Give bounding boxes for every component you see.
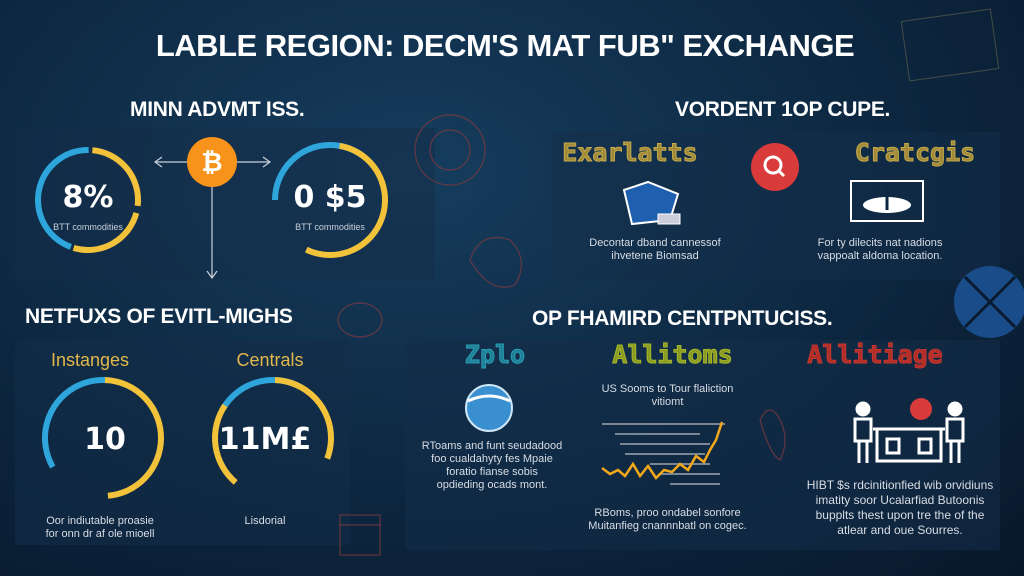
section4-col2-top: US Sooms to Tour flaliction xyxy=(601,383,734,395)
section4-col1-line: foo cualdahyty fes Mpaie xyxy=(431,453,553,465)
section3-panel xyxy=(15,340,350,545)
section4-col1-label: Zplo xyxy=(464,340,526,370)
section2-right-label: Cratcgis xyxy=(854,138,976,168)
section4-col1-line: RToams and funt seudadood xyxy=(421,440,563,452)
section1-graphics: ₿ xyxy=(35,137,388,280)
gauge-right xyxy=(212,377,334,499)
section1-heading: MINN ADVMT ISS. xyxy=(130,98,305,121)
map-document-icon xyxy=(622,180,681,226)
section4-col3-line: atlear and oue Sourres. xyxy=(837,523,963,537)
globe-icon xyxy=(954,266,1024,338)
section4-col2-top: vitiomt xyxy=(651,396,684,408)
section2-left-text1: Decontar dband cannessof xyxy=(589,237,721,249)
section4-col3-line: imatity soor Ucalarfiad Butoonis xyxy=(815,493,985,507)
section3-right-value: 11M£ xyxy=(218,422,312,457)
section4-col3-line: HIBT $s rdcinitionfied wib orvidiuns xyxy=(806,478,994,492)
globe-water-icon xyxy=(465,384,513,432)
search-icon xyxy=(751,143,799,191)
section4-col1-line: opdieding ocads mont. xyxy=(436,479,548,491)
ring-left-caption: BTT commodities xyxy=(53,222,123,232)
ring-right-caption: BTT commodities xyxy=(295,222,365,232)
section4-col2-bottom: Muitanfieg cnannnbatl on cogec. xyxy=(588,520,747,532)
price-trend-chart-icon xyxy=(601,421,725,485)
section4-col3-line: bupplts thest upon tre the of the xyxy=(815,508,985,522)
section3-left-text2: for onn dr af ole mioell xyxy=(45,528,155,540)
scale-icon xyxy=(850,180,924,222)
section2-heading: VORDENT 1OP CUPE. xyxy=(675,98,891,121)
section3-left-value: 10 xyxy=(84,422,126,457)
people-meeting-icon xyxy=(853,398,965,463)
section2-right-text2: vappoalt aldoma location. xyxy=(817,250,943,262)
section4-heading: OP FHAMIRD CENTPNTUCISS. xyxy=(532,307,833,330)
ring-right xyxy=(272,142,388,258)
section3-heading: NETFUXS OF EVITL-MIGHS xyxy=(25,305,293,328)
section3-gauges xyxy=(41,377,334,499)
section2-right-text1: For ty dilecits nat nadions xyxy=(817,237,943,249)
ring-right-value: 0 $5 xyxy=(293,180,367,215)
decorative-shape-icon xyxy=(469,236,522,288)
section4-col2-label: Allitoms xyxy=(612,340,733,370)
gauge-left xyxy=(41,377,164,499)
section2-left-text2: ihvetene Biomsad xyxy=(611,250,699,262)
svg-text:₿: ₿ xyxy=(201,148,222,178)
section2-left-label: Exarlatts xyxy=(562,138,698,168)
bitcoin-icon: ₿ xyxy=(187,137,237,187)
ring-left-value: 8% xyxy=(62,180,114,215)
section4-col2-bottom: RBoms, proo ondabel sonfore xyxy=(594,507,741,519)
section3-left-label: Instanges xyxy=(50,350,130,370)
arrows xyxy=(153,156,272,280)
section3-right-label: Centrals xyxy=(236,350,304,370)
section3-right-text1: Lisdorial xyxy=(244,515,286,527)
section4-col1-line: foratio fianse sobis xyxy=(446,466,538,478)
section3-left-text1: Oor indiutable proasie xyxy=(46,515,154,527)
page-title: LABLE REGION: DECM'S MAT FUB" EXCHANGE xyxy=(155,28,855,63)
section4-col3-label: Allitiage xyxy=(807,340,943,370)
